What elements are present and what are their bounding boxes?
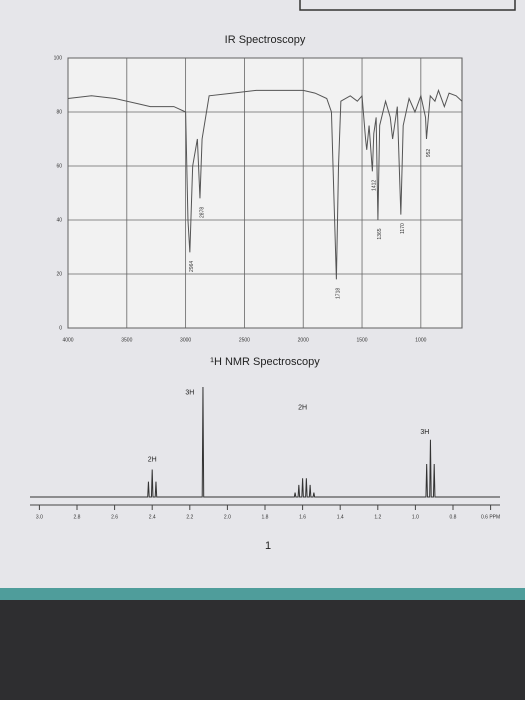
peak-label: 2964: [189, 261, 195, 272]
x-tick-label: 1.0: [412, 514, 419, 520]
x-tick-label: 2.0: [224, 514, 231, 520]
peak-label: 1170: [400, 223, 406, 234]
x-tick-label: 1000: [415, 337, 426, 343]
x-tick-label: 2000: [298, 337, 309, 343]
desk: [0, 600, 525, 700]
x-tick-label: 2.6: [111, 514, 118, 520]
integration-label: 2H: [148, 456, 157, 463]
integration-label: 2H: [298, 405, 307, 412]
chart-title: IR Spectroscopy: [225, 34, 306, 46]
spectrum-line: [30, 386, 500, 498]
peak-label: 1718: [336, 288, 342, 299]
x-tick-label: 3.0: [36, 514, 43, 520]
y-tick-label: 40: [56, 217, 62, 223]
x-tick-label: 4000: [62, 337, 73, 343]
peak-label: 2878: [199, 207, 205, 218]
integration-label: 3H: [420, 429, 429, 436]
x-tick-label: 1.2: [374, 514, 381, 520]
integration-label: 3H: [185, 389, 194, 396]
peak-label: 1412: [372, 180, 378, 191]
x-tick-label: 2500: [239, 337, 250, 343]
x-tick-label: 1.6: [299, 514, 306, 520]
x-tick-label: 1500: [356, 337, 367, 343]
x-tick-label: 1.8: [262, 514, 269, 520]
page-number: 1: [265, 540, 271, 552]
x-tick-label: 2.4: [149, 514, 156, 520]
peak-label: 1365: [377, 228, 383, 239]
x-tick-label: 0.6 PPM: [481, 514, 500, 520]
x-tick-label: 1.4: [337, 514, 344, 520]
y-tick-label: 20: [56, 271, 62, 277]
x-tick-label: 0.8: [450, 514, 457, 520]
y-tick-label: 80: [56, 109, 62, 115]
x-tick-label: 3000: [180, 337, 191, 343]
x-tick-label: 3500: [121, 337, 132, 343]
spectrum-line: [67, 88, 463, 280]
x-tick-label: 2.8: [74, 514, 81, 520]
y-tick-label: 100: [54, 55, 63, 61]
top-box: [299, 0, 516, 11]
y-tick-label: 60: [56, 163, 62, 169]
peak-label: 952: [426, 149, 432, 158]
y-tick-label: 0: [59, 325, 62, 331]
chart-title: ¹H NMR Spectroscopy: [210, 356, 320, 368]
x-tick-label: 2.2: [186, 514, 193, 520]
